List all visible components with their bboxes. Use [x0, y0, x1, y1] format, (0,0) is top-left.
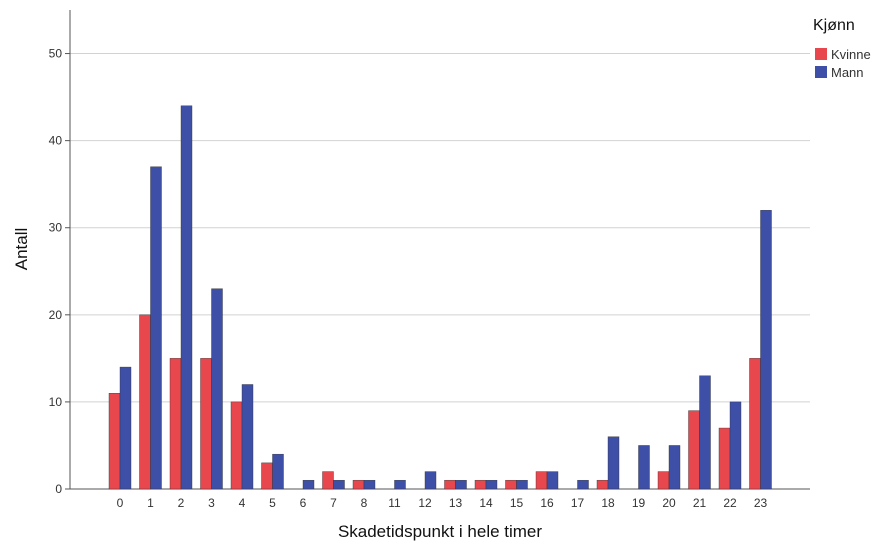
bar-kvinne-18: [596, 480, 609, 490]
y-tick-label: 20: [49, 308, 63, 322]
x-tick-label: 3: [208, 496, 215, 510]
x-tick-label: 14: [479, 496, 493, 510]
x-tick-label: 17: [571, 496, 585, 510]
x-tick-label: 16: [540, 496, 554, 510]
bar-mann-3: [211, 288, 223, 490]
x-tick-labels: 0 1 2 3 4 5 6 7 8 11 12 13 14 15 16 17 18 19 20 21 22 23: [117, 496, 768, 510]
bar-kvinne-15: [505, 480, 517, 490]
bar-mann-8: [363, 480, 376, 490]
bars: [108, 105, 772, 490]
bar-kvinne-14: [474, 480, 487, 490]
bar-mann-1: [150, 166, 162, 490]
x-tick-label: 19: [632, 496, 646, 510]
bar-mann-2: [180, 105, 193, 490]
grid-lines: [70, 53, 810, 403]
y-tick-labels: 0 10 20 30 40 50: [49, 47, 70, 496]
bar-mann-16: [546, 471, 559, 490]
x-tick-label: 1: [147, 496, 154, 510]
bar-kvinne-2: [169, 358, 182, 490]
x-tick-label: 15: [510, 496, 524, 510]
bar-kvinne-7: [322, 471, 334, 490]
x-axis-title: Skadetidspunkt i hele timer: [338, 522, 542, 541]
x-tick-label: 21: [693, 496, 707, 510]
bar-kvinne-23: [749, 358, 761, 490]
bar-mann-7: [333, 480, 345, 490]
y-tick-label: 30: [49, 221, 63, 235]
bar-mann-11: [394, 480, 406, 490]
bar-kvinne-20: [657, 471, 670, 490]
bar-mann-15: [516, 480, 528, 490]
y-tick-label: 10: [49, 395, 63, 409]
bar-kvinne-3: [200, 358, 212, 490]
bar-mann-6: [302, 480, 315, 490]
bar-mann-21: [699, 375, 711, 490]
bar-mann-19: [638, 445, 650, 490]
bar-kvinne-0: [108, 393, 121, 490]
x-tick-label: 7: [330, 496, 337, 510]
bar-kvinne-8: [352, 480, 365, 490]
bar-mann-0: [119, 366, 132, 490]
bar-kvinne-1: [139, 314, 151, 490]
x-tick-label: 8: [361, 496, 368, 510]
x-tick-label: 20: [662, 496, 676, 510]
bar-mann-17: [577, 480, 589, 490]
bar-mann-18: [607, 436, 620, 490]
bar-mann-13: [455, 480, 467, 490]
legend-label-mann: Mann: [831, 65, 864, 80]
bar-mann-5: [272, 453, 284, 490]
x-tick-label: 22: [723, 496, 737, 510]
y-axis-title: Antall: [12, 228, 31, 271]
bar-kvinne-21: [688, 410, 700, 490]
bar-mann-4: [241, 384, 254, 490]
legend-label-kvinne: Kvinne: [831, 47, 871, 62]
bar-kvinne-4: [230, 401, 243, 490]
bar-mann-20: [668, 445, 681, 490]
y-tick-label: 0: [55, 482, 62, 496]
bar-mann-23: [760, 210, 772, 490]
legend: Kjønn Kvinne Mann: [813, 17, 871, 80]
bar-kvinne-13: [444, 480, 456, 490]
bar-mann-14: [485, 480, 498, 490]
y-tick-label: 40: [49, 134, 63, 148]
x-tick-label: 2: [178, 496, 185, 510]
bar-mann-22: [729, 401, 742, 490]
x-tick-label: 0: [117, 496, 124, 510]
x-tick-label: 13: [449, 496, 463, 510]
legend-swatch-mann: [815, 66, 827, 78]
x-tick-label: 4: [239, 496, 246, 510]
x-tick-label: 23: [754, 496, 768, 510]
x-tick-label: 12: [418, 496, 432, 510]
legend-title: Kjønn: [813, 17, 855, 34]
bar-kvinne-22: [718, 427, 731, 490]
legend-swatch-kvinne: [815, 48, 827, 60]
x-tick-label: 18: [601, 496, 615, 510]
bar-kvinne-16: [535, 471, 548, 490]
x-tick-label: 6: [300, 496, 307, 510]
x-tick-label: 5: [269, 496, 276, 510]
bar-kvinne-5: [261, 462, 273, 490]
bar-mann-12: [424, 471, 437, 490]
x-tick-label: 11: [388, 496, 401, 510]
y-tick-label: 50: [49, 47, 63, 61]
